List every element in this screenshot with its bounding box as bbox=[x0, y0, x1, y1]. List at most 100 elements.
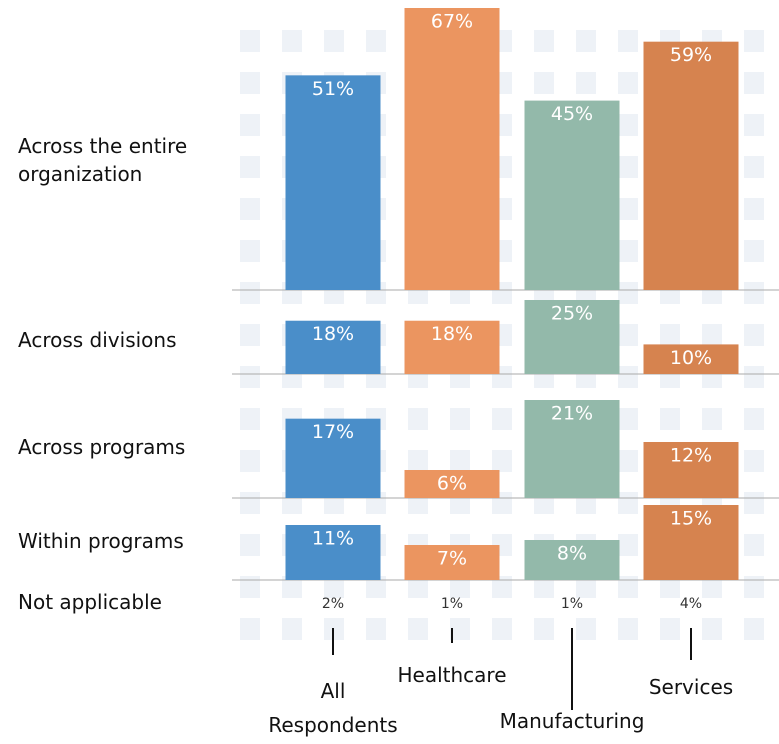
background-pattern bbox=[408, 618, 428, 640]
background-pattern bbox=[282, 618, 302, 640]
background-pattern bbox=[618, 324, 638, 346]
value-label: 59% bbox=[670, 44, 712, 66]
background-pattern bbox=[240, 366, 260, 388]
background-pattern bbox=[744, 492, 764, 514]
chart: 51% 67% 45% 59% 18% 18% 25% 10% 17% 6% 21% 12% 11% 7%… bbox=[0, 0, 779, 744]
background-pattern bbox=[744, 282, 764, 304]
row-label: Within programs bbox=[18, 527, 228, 555]
value-label: 10% bbox=[670, 347, 712, 369]
background-pattern bbox=[408, 408, 428, 430]
value-label: 6% bbox=[437, 473, 467, 495]
value-label: 17% bbox=[312, 421, 354, 443]
background-pattern bbox=[492, 618, 512, 640]
group-label: Manufacturing bbox=[487, 704, 657, 738]
background-pattern bbox=[534, 72, 554, 94]
row-label: Across programs bbox=[18, 433, 228, 461]
background-pattern bbox=[408, 450, 428, 472]
background-pattern bbox=[240, 324, 260, 346]
bar bbox=[525, 101, 620, 290]
value-label: 45% bbox=[551, 103, 593, 125]
value-label: 12% bbox=[670, 445, 712, 467]
value-label: 18% bbox=[312, 323, 354, 345]
background-pattern bbox=[576, 30, 596, 52]
background-pattern bbox=[744, 72, 764, 94]
background-pattern bbox=[366, 30, 386, 52]
background-pattern bbox=[534, 618, 554, 640]
bar bbox=[644, 42, 739, 290]
value-label: 15% bbox=[670, 508, 712, 530]
value-label: 8% bbox=[557, 543, 587, 565]
background-pattern bbox=[534, 30, 554, 52]
background-pattern bbox=[702, 618, 722, 640]
background-pattern bbox=[660, 324, 680, 346]
background-pattern bbox=[618, 72, 638, 94]
background-pattern bbox=[744, 240, 764, 262]
background-pattern bbox=[618, 576, 638, 598]
background-pattern bbox=[618, 618, 638, 640]
value-label: 1% bbox=[441, 596, 463, 612]
chart-canvas: 51% 67% 45% 59% 18% 18% 25% 10% 17% 6% 21% 12% 11% 7%… bbox=[0, 0, 779, 744]
group-label: Services bbox=[606, 670, 776, 704]
background-pattern bbox=[366, 618, 386, 640]
background-pattern bbox=[660, 408, 680, 430]
row-label: Across divisions bbox=[18, 326, 228, 354]
background-pattern bbox=[240, 30, 260, 52]
background-pattern bbox=[702, 408, 722, 430]
background-pattern bbox=[618, 30, 638, 52]
background-pattern bbox=[240, 282, 260, 304]
background-pattern bbox=[744, 324, 764, 346]
background-pattern bbox=[744, 576, 764, 598]
background-pattern bbox=[744, 450, 764, 472]
background-pattern bbox=[618, 366, 638, 388]
value-label: 11% bbox=[312, 528, 354, 550]
background-pattern bbox=[240, 492, 260, 514]
value-label: 7% bbox=[437, 548, 467, 570]
background-pattern bbox=[240, 534, 260, 556]
value-label: 25% bbox=[551, 303, 593, 325]
background-pattern bbox=[618, 534, 638, 556]
background-pattern bbox=[324, 30, 344, 52]
bar bbox=[286, 75, 381, 290]
background-pattern bbox=[492, 408, 512, 430]
value-label: 67% bbox=[431, 11, 473, 33]
background-pattern bbox=[618, 450, 638, 472]
background-pattern bbox=[744, 198, 764, 220]
background-pattern bbox=[744, 366, 764, 388]
background-pattern bbox=[240, 156, 260, 178]
background-pattern bbox=[450, 408, 470, 430]
background-pattern bbox=[660, 618, 680, 640]
background-pattern bbox=[744, 534, 764, 556]
row-label: Across the entire organization bbox=[18, 132, 228, 188]
background-pattern bbox=[618, 492, 638, 514]
background-pattern bbox=[240, 408, 260, 430]
background-pattern bbox=[450, 450, 470, 472]
background-pattern bbox=[492, 450, 512, 472]
background-pattern bbox=[618, 282, 638, 304]
background-pattern bbox=[618, 408, 638, 430]
value-label: 2% bbox=[322, 596, 344, 612]
value-label: 1% bbox=[561, 596, 583, 612]
background-pattern bbox=[282, 30, 302, 52]
row-label: Not applicable bbox=[18, 588, 228, 616]
background-pattern bbox=[240, 618, 260, 640]
value-label: 18% bbox=[431, 323, 473, 345]
background-pattern bbox=[576, 618, 596, 640]
background-pattern bbox=[240, 450, 260, 472]
value-label: 51% bbox=[312, 78, 354, 100]
background-pattern bbox=[618, 114, 638, 136]
background-pattern bbox=[618, 240, 638, 262]
background-pattern bbox=[618, 156, 638, 178]
value-label: 21% bbox=[551, 403, 593, 425]
background-pattern bbox=[576, 72, 596, 94]
group-label: Healthcare bbox=[367, 658, 537, 692]
background-pattern bbox=[240, 72, 260, 94]
background-pattern bbox=[702, 324, 722, 346]
background-pattern bbox=[744, 156, 764, 178]
background-pattern bbox=[240, 114, 260, 136]
background-pattern bbox=[744, 408, 764, 430]
background-pattern bbox=[240, 198, 260, 220]
background-pattern bbox=[744, 114, 764, 136]
bar bbox=[405, 8, 500, 290]
background-pattern bbox=[240, 240, 260, 262]
background-pattern bbox=[744, 618, 764, 640]
